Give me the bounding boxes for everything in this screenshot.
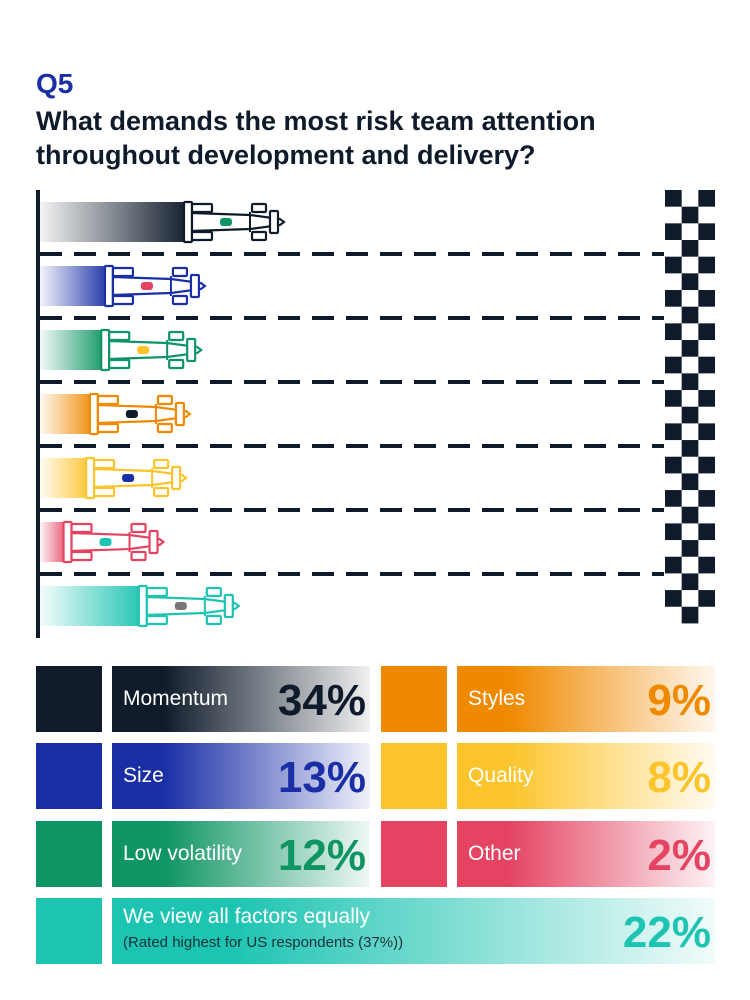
finish-flag-square	[698, 590, 716, 607]
legend-bar-quality: Quality 8%	[457, 743, 715, 809]
finish-flag-square	[698, 456, 716, 474]
legend-label-styles: Styles	[468, 687, 526, 710]
finish-flag-square	[698, 390, 716, 407]
finish-flag-square	[665, 256, 682, 274]
finish-flag-square	[681, 473, 699, 491]
finish-flag-square	[665, 590, 682, 607]
race-car-icon-size	[103, 264, 207, 308]
legend-value-quality: 8%	[647, 753, 711, 802]
race-car-icon-styles	[88, 392, 192, 436]
swatch-all-equal	[36, 898, 102, 964]
finish-flag-square	[681, 240, 699, 257]
legend-value-styles: 9%	[647, 676, 711, 725]
finish-flag-square	[665, 356, 682, 374]
swatch-momentum	[36, 666, 102, 732]
question-number: Q5	[36, 68, 74, 99]
swatch-styles	[381, 666, 447, 732]
finish-flag-square	[681, 406, 699, 424]
legend-label-all-equal: We view all factors equally (Rated highe…	[123, 904, 403, 956]
finish-flag-square	[698, 523, 716, 541]
finish-flag-square	[681, 440, 699, 457]
finish-flag-square	[681, 306, 699, 324]
bar-size	[40, 266, 111, 306]
finish-flag-square	[698, 256, 716, 274]
race-car-icon-momentum	[182, 200, 286, 244]
finish-flag-square	[665, 456, 682, 474]
finish-flag-square	[681, 273, 699, 291]
legend-note-all-equal: (Rated highest for US respondents (37%))	[123, 934, 404, 951]
legend-label-other: Other	[468, 842, 521, 865]
swatch-other	[381, 821, 447, 887]
bar-all-equal	[40, 586, 145, 626]
finish-flag-square	[681, 606, 699, 624]
legend-label-momentum: Momentum	[123, 687, 229, 710]
swatch-low-volatility	[36, 821, 102, 887]
legend-bar-styles: Styles 9%	[457, 666, 715, 732]
legend-value-other: 2%	[647, 831, 711, 880]
finish-flag-square	[698, 223, 716, 241]
finish-flag-square	[665, 423, 682, 441]
race-car-icon-low-volatility	[100, 328, 204, 372]
finish-flag-square	[698, 490, 716, 507]
legend-bar-size: Size 13%	[112, 743, 370, 809]
finish-flag-square	[665, 290, 682, 307]
finish-flag-square	[665, 223, 682, 241]
question-text: What demands the most risk team attentio…	[36, 106, 596, 170]
finish-flag-square	[698, 323, 716, 341]
race-car-icon-all-equal	[137, 584, 241, 628]
bar-low-volatility	[40, 330, 108, 370]
finish-flag-square	[681, 540, 699, 557]
race-car-icon-other	[62, 520, 166, 564]
legend-bar-other: Other 2%	[457, 821, 715, 887]
finish-flag-square	[681, 373, 699, 391]
legend-value-low-volatility: 12%	[277, 831, 366, 880]
finish-flag-square	[698, 290, 716, 307]
finish-flag-square	[665, 390, 682, 407]
legend-bar-momentum: Momentum 34%	[112, 666, 370, 732]
legend-bar-all-equal: We view all factors equally (Rated highe…	[112, 898, 715, 964]
finish-flag-square	[665, 556, 682, 574]
legend-text-all-equal: We view all factors equally	[123, 905, 371, 928]
finish-flag-square	[698, 356, 716, 374]
finish-flag-square	[681, 573, 699, 591]
legend-value-size: 13%	[277, 753, 366, 802]
race-car-icon-quality	[85, 456, 188, 500]
bar-quality	[40, 458, 93, 498]
bar-momentum	[40, 202, 190, 242]
legend-label-quality: Quality	[468, 764, 534, 787]
finish-flag-square	[665, 523, 682, 541]
finish-flag-square	[698, 556, 716, 574]
finish-flag-square	[698, 423, 716, 441]
swatch-quality	[381, 743, 447, 809]
race-track-chart	[36, 190, 716, 638]
finish-flag-icon	[665, 190, 716, 624]
legend-value-momentum: 34%	[277, 676, 366, 725]
legend-label-size: Size	[123, 764, 164, 787]
legend-bar-low-volatility: Low volatility 12%	[112, 821, 370, 887]
swatch-size	[36, 743, 102, 809]
finish-flag-square	[665, 323, 682, 341]
finish-flag-square	[698, 190, 716, 207]
finish-flag-square	[665, 190, 682, 207]
legend-value-all-equal: 22%	[622, 908, 711, 957]
finish-flag-square	[681, 206, 699, 224]
finish-flag-square	[681, 340, 699, 357]
finish-flag-square	[665, 490, 682, 507]
legend-label-low-volatility: Low volatility	[123, 842, 243, 865]
bar-styles	[40, 394, 96, 434]
finish-flag-square	[681, 506, 699, 524]
